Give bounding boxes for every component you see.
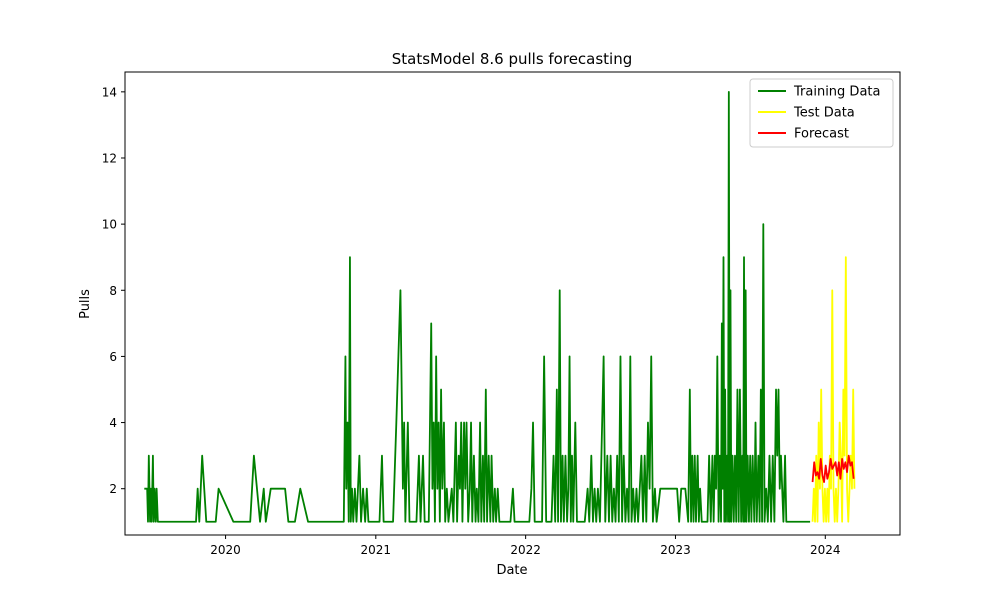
x-axis-label: Date — [496, 563, 527, 578]
y-axis: 2 4 6 8 10 12 14 — [102, 85, 125, 496]
y-tick-label: 4 — [109, 416, 117, 430]
y-tick-label: 12 — [102, 151, 117, 165]
legend: Training Data Test Data Forecast — [749, 78, 894, 148]
legend-label: Test Data — [793, 106, 855, 121]
x-axis: 2020 2021 2022 2023 2024 — [210, 535, 841, 557]
x-tick-label: 2023 — [660, 543, 691, 557]
y-tick-label: 10 — [102, 218, 117, 232]
legend-label: Training Data — [793, 85, 880, 100]
y-tick-label: 14 — [102, 85, 117, 99]
y-tick-label: 8 — [109, 284, 117, 298]
series-line-training-data — [144, 90, 811, 523]
x-tick-label: 2021 — [361, 543, 392, 557]
series-layer — [144, 90, 856, 523]
x-tick-label: 2020 — [210, 543, 241, 557]
x-tick-label: 2022 — [510, 543, 541, 557]
legend-box — [749, 78, 894, 148]
y-axis-label: Pulls — [78, 289, 93, 319]
y-tick-label: 6 — [109, 350, 117, 364]
x-tick-label: 2024 — [810, 543, 841, 557]
plot-frame — [124, 71, 901, 536]
series-line-forecast — [811, 454, 855, 483]
legend-label: Forecast — [794, 127, 849, 142]
chart-title: StatsModel 8.6 pulls forecasting — [392, 50, 633, 68]
y-tick-label: 2 — [109, 482, 117, 496]
